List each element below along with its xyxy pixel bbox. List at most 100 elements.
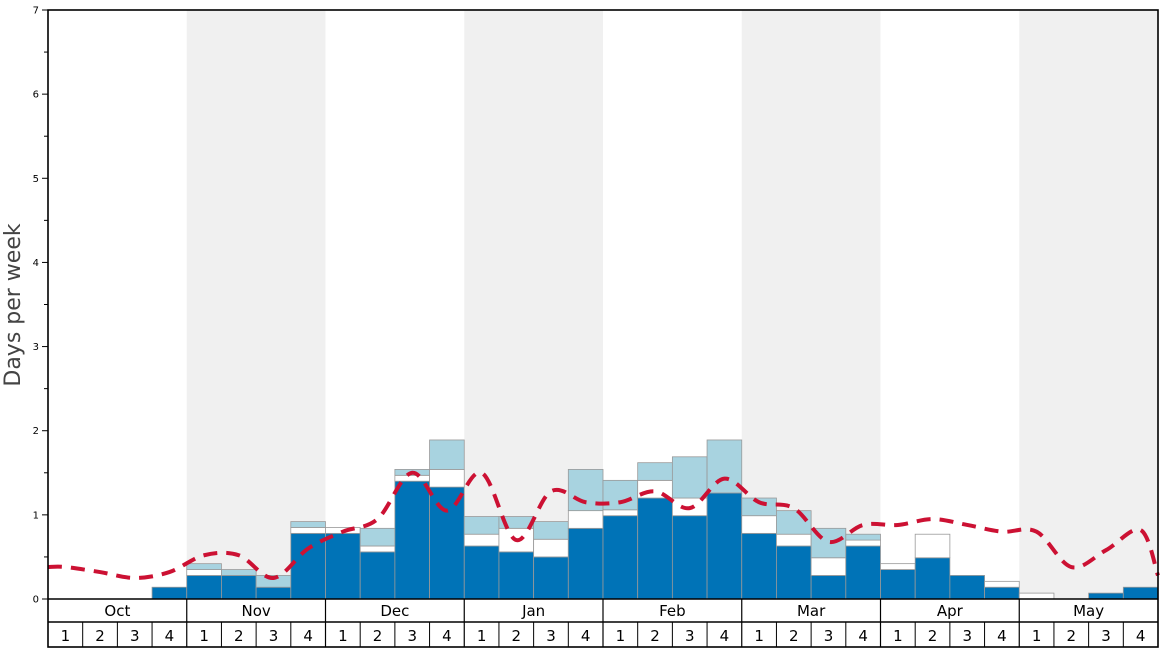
bar-seg-2-week-19 (706, 439, 743, 494)
bar-seg-2-week-17 (637, 462, 673, 481)
week-label-apr-1: 1 (893, 627, 903, 645)
bar-seg-2-week-11 (429, 439, 465, 470)
y-tick-label-5: 5 (33, 174, 39, 185)
bar-seg-1-week-15 (567, 510, 604, 529)
bar-seg-0-week-15 (567, 527, 604, 600)
bar-seg-2-week-18 (671, 456, 708, 499)
week-label-apr-4: 4 (997, 627, 1007, 645)
bar-seg-0-week-13 (498, 551, 535, 600)
bar-seg-0-week-8 (325, 532, 361, 600)
bar-seg-1-week-27 (984, 580, 1020, 588)
bar-seg-0-week-5 (221, 575, 257, 600)
month-shade-nov (186, 10, 326, 599)
week-label-dec-2: 2 (373, 627, 383, 645)
bar-seg-0-week-27 (984, 586, 1020, 600)
bars (151, 439, 1159, 600)
bar-seg-0-week-4 (186, 575, 222, 600)
bar-seg-1-week-4 (186, 569, 222, 576)
bar-seg-0-week-26 (949, 575, 985, 600)
week-label-jan-3: 3 (546, 627, 556, 645)
month-label-apr: Apr (937, 602, 964, 620)
bar-seg-0-week-12 (463, 545, 500, 600)
bar-seg-0-week-24 (880, 569, 916, 600)
week-label-nov-3: 3 (269, 627, 279, 645)
bar-seg-0-week-3 (151, 586, 188, 600)
week-label-apr-3: 3 (962, 627, 972, 645)
week-label-oct-1: 1 (61, 627, 71, 645)
bar-seg-2-week-20 (741, 497, 777, 517)
week-label-feb-3: 3 (685, 627, 695, 645)
week-label-nov-4: 4 (303, 627, 313, 645)
bar-seg-1-week-21 (776, 533, 812, 547)
bar-seg-1-week-28 (1018, 592, 1055, 600)
bar-seg-1-week-7 (290, 527, 326, 534)
week-label-dec-1: 1 (338, 627, 348, 645)
y-tick-label-1: 1 (33, 510, 39, 521)
week-label-may-4: 4 (1136, 627, 1146, 645)
bar-seg-0-week-10 (394, 480, 430, 600)
bar-seg-1-week-23 (845, 539, 881, 547)
month-shading (186, 10, 1158, 599)
y-tick-label-4: 4 (33, 258, 39, 269)
bar-seg-0-week-9 (359, 551, 396, 600)
week-label-dec-4: 4 (442, 627, 452, 645)
week-label-feb-4: 4 (720, 627, 730, 645)
bar-seg-2-week-23 (845, 533, 881, 541)
bar-seg-1-week-16 (602, 509, 639, 517)
bar-seg-2-week-9 (359, 527, 396, 547)
bar-seg-1-week-12 (463, 533, 500, 547)
bar-seg-2-week-7 (290, 521, 326, 528)
bar-seg-0-week-6 (255, 586, 292, 600)
bar-seg-1-week-9 (359, 545, 396, 553)
bar-seg-0-week-23 (845, 545, 881, 600)
y-axis: 0 1 2 3 4 5 6 7 (33, 6, 48, 606)
week-label-jan-2: 2 (512, 627, 522, 645)
y-axis-label: Days per week (1, 223, 26, 386)
bar-seg-0-week-25 (914, 557, 951, 600)
bar-seg-0-week-31 (1122, 586, 1159, 600)
week-label-may-1: 1 (1032, 627, 1042, 645)
bar-seg-0-week-20 (741, 532, 777, 600)
week-label-nov-1: 1 (199, 627, 209, 645)
week-label-mar-3: 3 (824, 627, 834, 645)
month-label-dec: Dec (380, 602, 409, 620)
bar-seg-1-week-25 (914, 533, 951, 559)
y-tick-label-6: 6 (33, 90, 39, 101)
bar-seg-1-week-20 (741, 515, 777, 534)
month-label-mar: Mar (797, 602, 826, 620)
y-tick-label-2: 2 (33, 426, 39, 437)
week-label-apr-2: 2 (928, 627, 938, 645)
week-label-oct-3: 3 (130, 627, 140, 645)
x-axis: Oct 1 2 3 4 Nov 1 2 3 4 Dec 1 2 3 4 Jan 1 2 3 4 Feb 1 2 3 4 Mar 1 2… (48, 598, 1158, 647)
week-label-feb-1: 1 (616, 627, 626, 645)
bar-seg-0-week-18 (671, 515, 708, 600)
month-label-feb: Feb (659, 602, 686, 620)
bar-seg-1-week-24 (880, 563, 916, 570)
y-tick-label-3: 3 (33, 342, 39, 353)
month-shade-may (1019, 10, 1158, 599)
bar-seg-2-week-14 (533, 521, 569, 540)
month-label-jan: Jan (521, 602, 545, 620)
week-label-nov-2: 2 (234, 627, 244, 645)
month-label-oct: Oct (104, 602, 130, 620)
week-label-jan-4: 4 (581, 627, 591, 645)
week-label-oct-4: 4 (165, 627, 175, 645)
bar-seg-0-week-14 (533, 556, 569, 600)
bar-seg-1-week-11 (429, 469, 465, 488)
month-label-may: May (1073, 602, 1104, 620)
week-label-mar-4: 4 (858, 627, 868, 645)
bar-seg-1-week-10 (394, 474, 430, 482)
bar-seg-0-week-21 (776, 545, 812, 600)
bar-seg-2-week-5 (221, 569, 257, 576)
bar-seg-0-week-17 (637, 497, 673, 600)
week-label-jan-1: 1 (477, 627, 487, 645)
week-label-feb-2: 2 (650, 627, 660, 645)
bar-seg-2-week-12 (463, 516, 500, 535)
y-tick-label-0: 0 (33, 595, 39, 606)
bar-seg-0-week-19 (706, 492, 743, 600)
week-label-may-2: 2 (1067, 627, 1077, 645)
week-label-mar-2: 2 (789, 627, 799, 645)
week-label-dec-3: 3 (407, 627, 417, 645)
bar-seg-1-week-22 (810, 557, 847, 576)
